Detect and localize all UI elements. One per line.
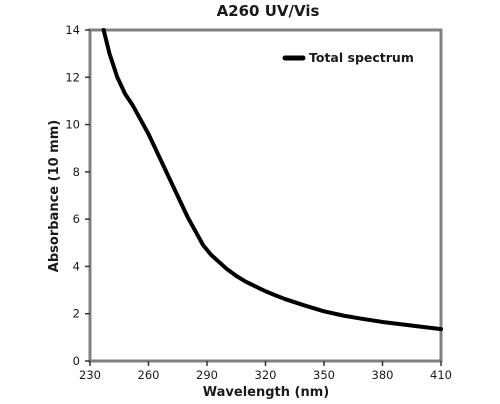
plot-area xyxy=(88,28,443,363)
y-axis: 0 2 4 6 8 10 12 14 xyxy=(65,23,90,368)
x-tick-label: 410 xyxy=(430,368,452,382)
x-tick-label: 380 xyxy=(372,368,394,382)
x-tick-label: 290 xyxy=(196,368,218,382)
y-tick-label: 8 xyxy=(73,165,80,179)
chart-title: A260 UV/Vis xyxy=(217,2,320,20)
y-tick-label: 6 xyxy=(73,212,80,226)
x-tick-label: 230 xyxy=(79,368,101,382)
y-tick-label: 14 xyxy=(65,23,80,37)
x-tick-label: 260 xyxy=(138,368,160,382)
y-tick-label: 2 xyxy=(73,307,80,321)
x-tick-label: 320 xyxy=(255,368,277,382)
series-layer xyxy=(101,28,443,332)
y-axis-label: Absorbance (10 mm) xyxy=(47,120,62,272)
y-tick-label: 12 xyxy=(65,70,80,84)
x-tick-label: 350 xyxy=(313,368,335,382)
plot-frame xyxy=(88,28,443,363)
x-axis-label: Wavelength (nm) xyxy=(203,385,329,400)
x-axis: 230 260 290 320 350 380 410 xyxy=(79,361,452,382)
series-line-total-spectrum xyxy=(101,28,443,332)
legend: Total spectrum xyxy=(282,50,414,65)
legend-label-total-spectrum: Total spectrum xyxy=(309,50,414,65)
y-tick-label: 10 xyxy=(65,118,80,132)
y-tick-label: 4 xyxy=(73,259,80,273)
y-tick-label: 0 xyxy=(73,354,80,368)
